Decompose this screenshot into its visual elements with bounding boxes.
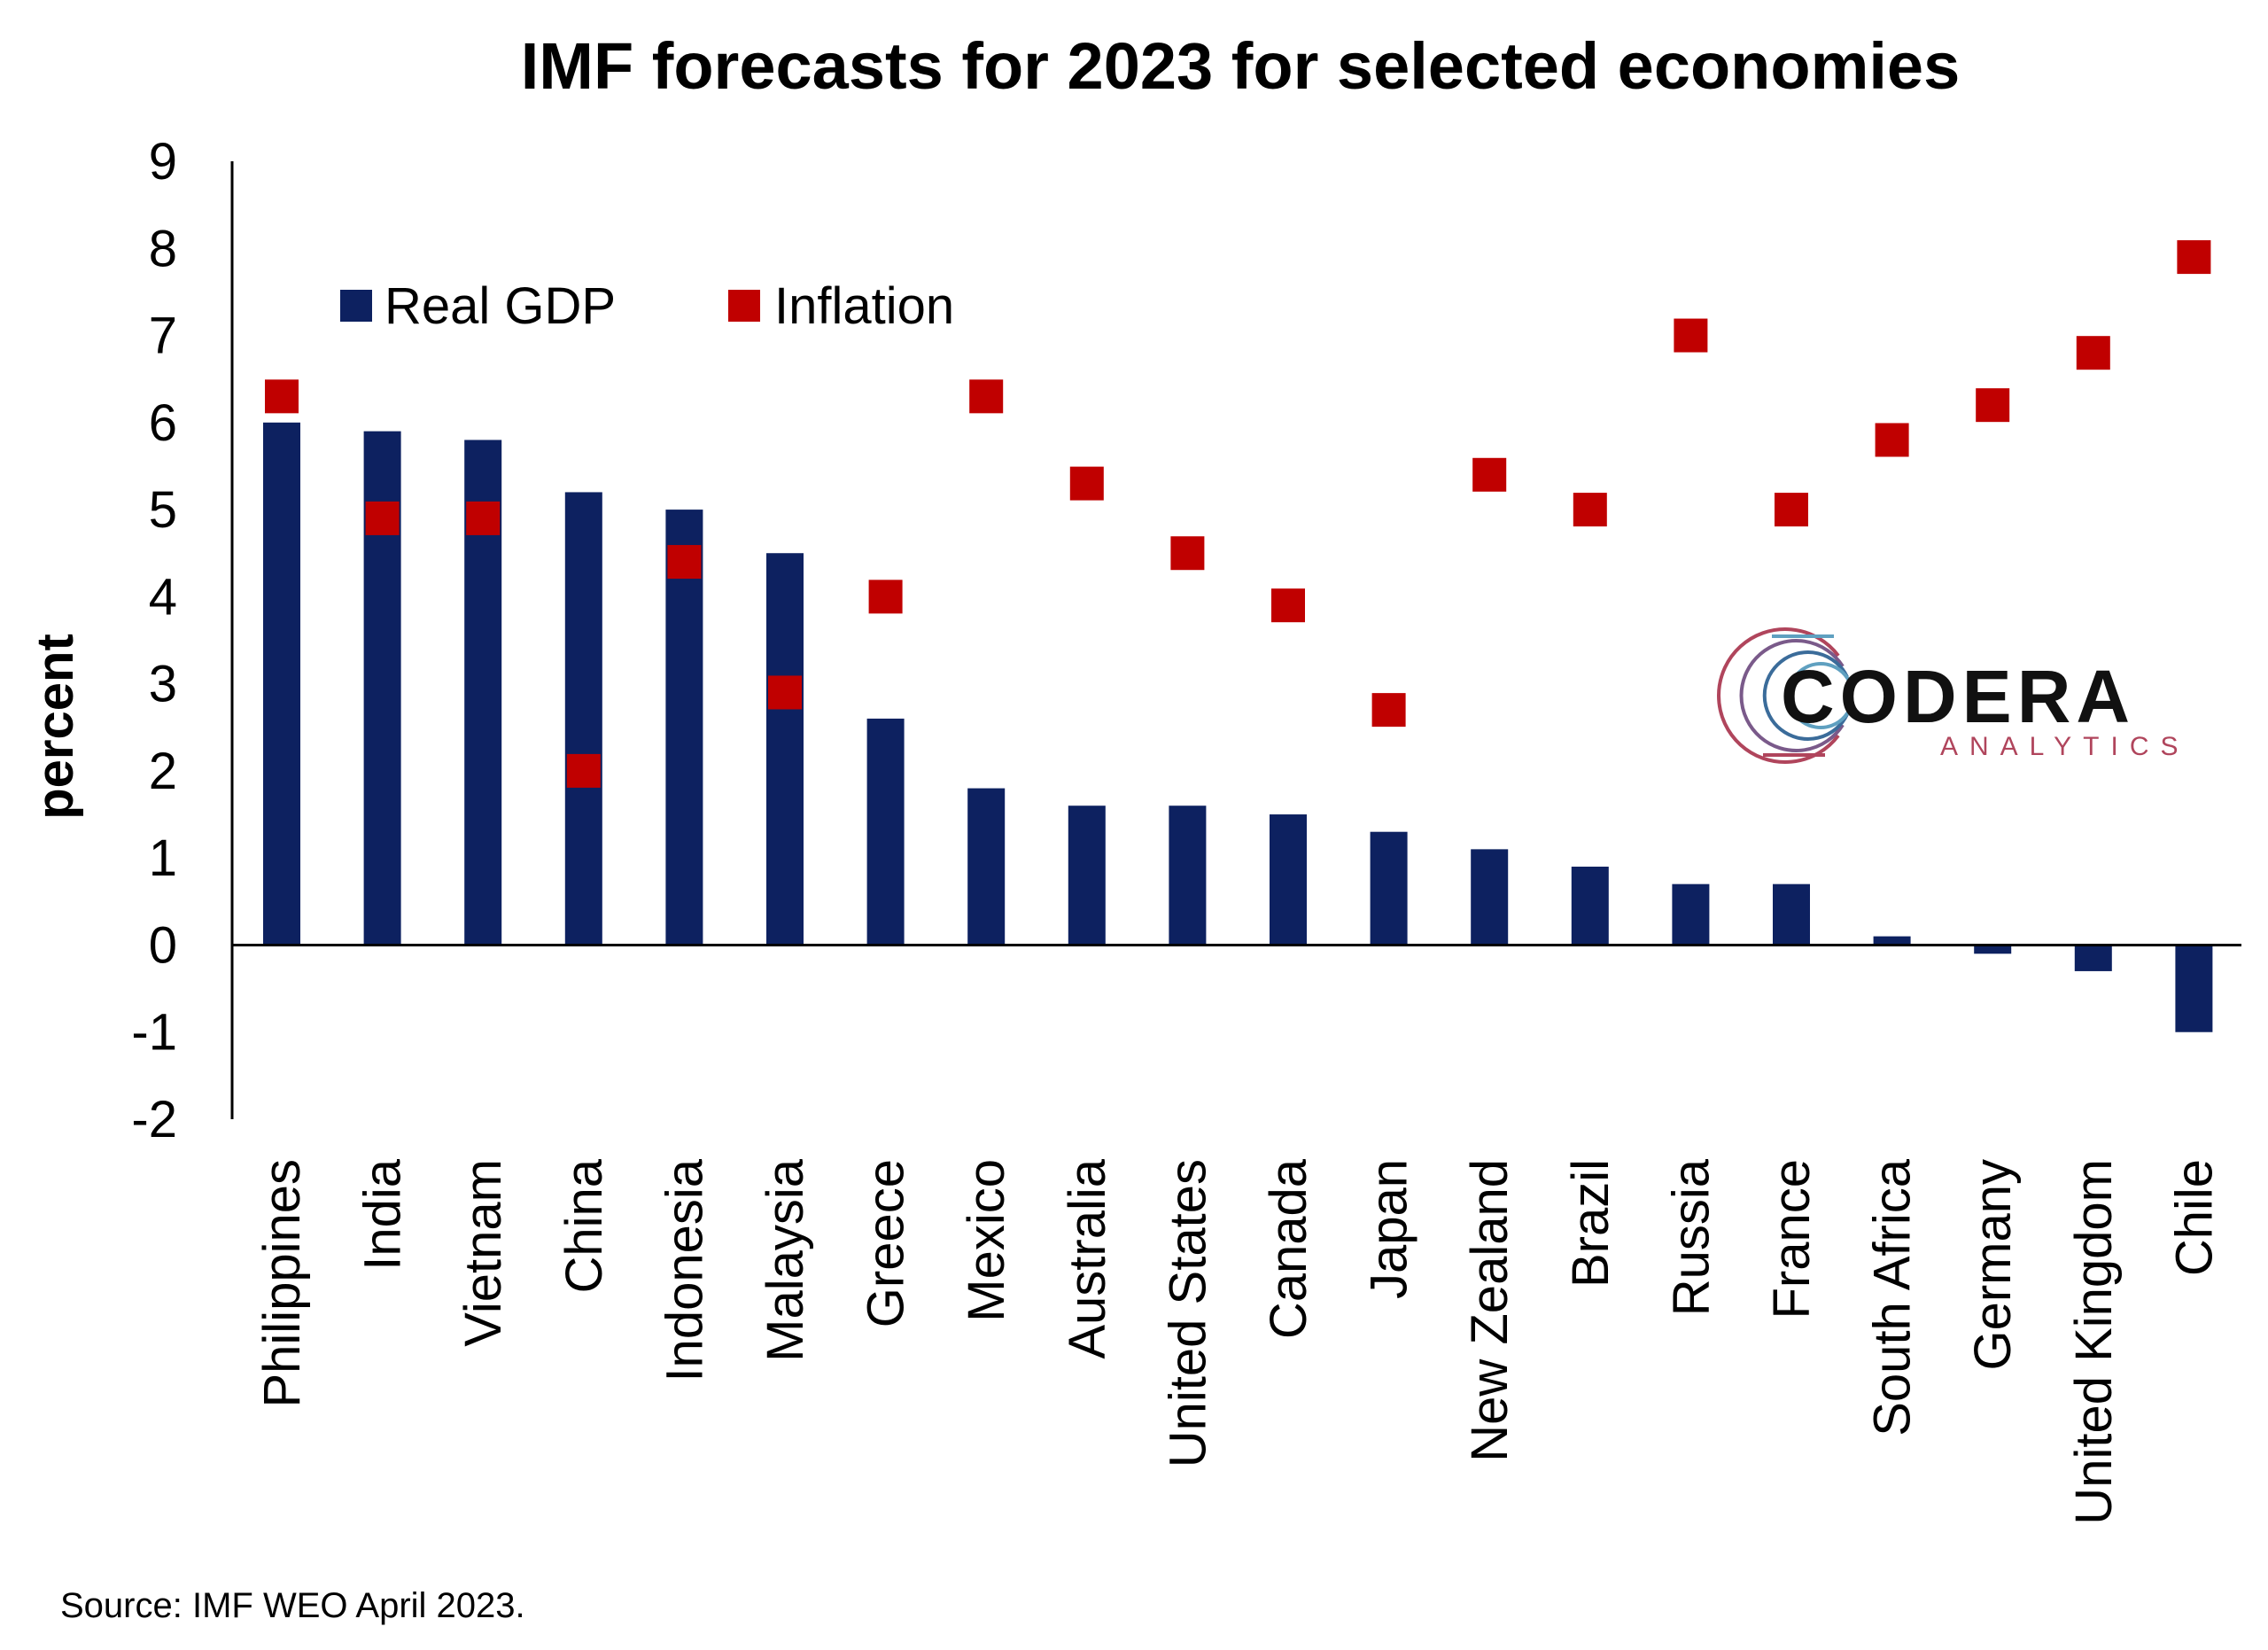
y-tick-label: 9 <box>149 133 177 191</box>
gdp-bar-japan <box>1370 831 1408 946</box>
inflation-marker-chile <box>2177 240 2211 275</box>
y-tick-label: 5 <box>149 481 177 539</box>
gdp-bar-germany <box>1974 945 2012 954</box>
gdp-bar-indonesia <box>665 510 703 946</box>
y-tick-label: 1 <box>149 829 177 887</box>
x-category-label: Chile <box>2165 1159 2223 1276</box>
y-axis-ticks: 9 8 7 6 5 4 3 2 1 0 -1 -2 <box>131 133 177 1148</box>
x-category-label: Mexico <box>958 1159 1015 1322</box>
inflation-marker-indonesia <box>667 545 702 580</box>
inflation-marker-germany <box>1976 388 2010 423</box>
legend-label-real-gdp: Real GDP <box>384 277 616 335</box>
legend-swatch-real-gdp <box>340 290 372 322</box>
inflation-marker-india <box>365 501 400 535</box>
gdp-bar-brazil <box>1571 867 1609 946</box>
logo-circuit-icon <box>1717 627 1853 764</box>
gdp-bar-new-zealand <box>1471 849 1509 946</box>
gdp-bar-south-africa <box>1873 936 1911 946</box>
source-note: Source: IMF WEO April 2023. <box>60 1586 525 1625</box>
x-category-label: China <box>555 1158 613 1293</box>
inflation-marker-japan <box>1371 693 1406 728</box>
x-category-label: Brazil <box>1562 1159 1619 1288</box>
inflation-marker-brazil <box>1573 493 1607 527</box>
logo-wordmark: CODERA <box>1781 655 2135 738</box>
inflation-marker-south-africa <box>1875 423 1909 457</box>
gdp-bar-australia <box>1068 806 1106 946</box>
logo-subtitle: ANALYTICS <box>1940 732 2190 761</box>
x-category-label: Philippines <box>253 1159 311 1408</box>
gdp-bar-france <box>1773 883 1810 946</box>
gdp-bar-united-kingdom <box>2074 945 2112 971</box>
legend-swatch-inflation <box>728 290 760 322</box>
codera-analytics-logo: CODERA ANALYTICS <box>1717 627 2190 764</box>
x-category-label: Germany <box>1964 1159 2022 1371</box>
legend: Real GDP Inflation <box>340 277 954 335</box>
inflation-marker-greece <box>868 580 903 614</box>
x-category-label: Indonesia <box>656 1158 713 1381</box>
inflation-marker-china <box>566 753 601 788</box>
x-category-label: Greece <box>858 1159 915 1327</box>
legend-label-inflation: Inflation <box>774 277 954 335</box>
inflation-marker-new-zealand <box>1472 457 1507 492</box>
inflation-marker-philippines <box>265 379 299 414</box>
inflation-marker-france <box>1775 493 1808 527</box>
inflation-marker-australia <box>1069 466 1104 501</box>
x-category-label: United States <box>1159 1159 1216 1467</box>
y-tick-label: 6 <box>149 394 177 452</box>
chart-title: IMF forecasts for 2023 for selected econ… <box>521 29 1961 103</box>
axes <box>230 161 2241 1119</box>
y-tick-label: 7 <box>149 307 177 365</box>
gdp-bar-mexico <box>967 788 1006 946</box>
y-tick-label: 8 <box>149 220 177 277</box>
gdp-bar-canada <box>1270 814 1307 946</box>
inflation-marker-united-states <box>1170 536 1205 571</box>
gdp-bar-china <box>564 492 602 946</box>
x-category-label: Vietnam <box>454 1159 512 1347</box>
x-category-label: New Zealand <box>1461 1159 1518 1462</box>
y-tick-label: 0 <box>149 916 177 974</box>
gdp-bar-greece <box>866 718 905 946</box>
x-category-label: South Africa <box>1864 1158 1922 1436</box>
y-tick-label: 3 <box>149 656 177 713</box>
gdp-bar-philippines <box>263 422 300 946</box>
x-category-label: Japan <box>1361 1159 1418 1299</box>
inflation-marker-russia <box>1674 318 1708 353</box>
y-axis-label: percent <box>27 634 84 820</box>
inflation-marker-vietnam <box>466 501 501 535</box>
x-category-label: Malaysia <box>757 1158 814 1362</box>
x-category-label: United Kingdom <box>2065 1159 2123 1525</box>
x-category-label: Russia <box>1662 1158 1720 1316</box>
y-tick-label: -2 <box>131 1091 177 1148</box>
x-axis-category-labels: Philippines India Vietnam China Indonesia Mal… <box>253 1158 2223 1524</box>
inflation-marker-malaysia <box>768 675 802 710</box>
gdp-bar-russia <box>1672 883 1710 946</box>
inflation-marker-canada <box>1271 588 1305 623</box>
x-category-label: Australia <box>1059 1158 1116 1358</box>
gdp-bar-united-states <box>1169 806 1207 946</box>
inflation-marker-mexico <box>969 379 1004 414</box>
x-category-label: France <box>1763 1159 1821 1319</box>
inflation-marker-united-kingdom <box>2076 336 2110 370</box>
y-tick-label: 4 <box>149 568 177 626</box>
y-tick-label: -1 <box>131 1004 177 1062</box>
gdp-bar-chile <box>2175 945 2213 1032</box>
x-category-label: India <box>354 1158 412 1271</box>
y-tick-label: 2 <box>149 743 177 800</box>
gdp-bar-malaysia <box>766 553 804 946</box>
inflation-markers <box>265 240 2211 788</box>
x-category-label: Canada <box>1260 1158 1317 1339</box>
